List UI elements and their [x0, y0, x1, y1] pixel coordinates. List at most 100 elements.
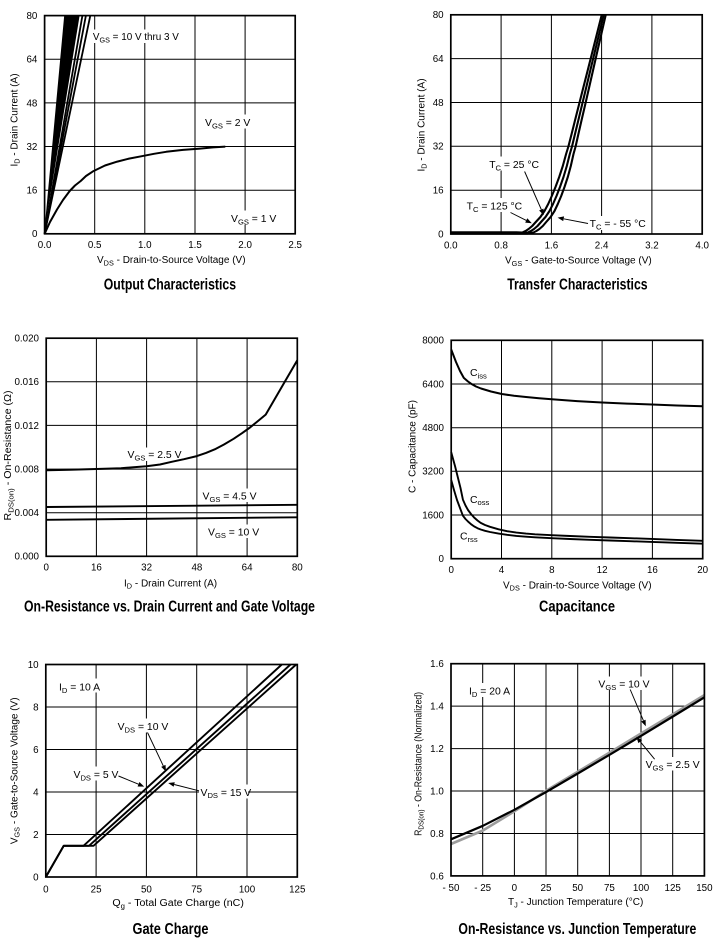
svg-text:TJ - Junction Temperature (°C): TJ - Junction Temperature (°C) [508, 897, 643, 909]
svg-text:0.016: 0.016 [14, 377, 39, 388]
svg-text:VGS = 2.5 V: VGS = 2.5 V [128, 450, 182, 462]
svg-text:VGS = 10 V thru 3 V: VGS = 10 V thru 3 V [93, 32, 179, 44]
svg-text:VGS = 10 V: VGS = 10 V [208, 528, 259, 540]
svg-text:64: 64 [26, 55, 37, 66]
svg-text:Crss: Crss [460, 532, 478, 544]
svg-text:48: 48 [191, 563, 202, 574]
svg-text:32: 32 [141, 563, 152, 574]
svg-text:1.4: 1.4 [430, 702, 444, 713]
svg-text:VGS = 1 V: VGS = 1 V [231, 214, 276, 226]
svg-text:50: 50 [572, 883, 583, 894]
svg-text:8: 8 [33, 702, 39, 713]
svg-text:VGS = 2 V: VGS = 2 V [205, 118, 250, 130]
svg-text:80: 80 [26, 11, 37, 22]
svg-text:8: 8 [549, 565, 555, 576]
svg-text:25: 25 [91, 884, 102, 895]
svg-text:0.6: 0.6 [430, 871, 444, 882]
svg-text:1.6: 1.6 [430, 659, 444, 670]
svg-text:VDS = 5 V: VDS = 5 V [74, 770, 119, 782]
svg-text:0: 0 [439, 554, 445, 565]
svg-text:16: 16 [26, 186, 37, 197]
svg-text:ID = 20 A: ID = 20 A [469, 687, 510, 699]
svg-text:On-Resistance vs. Drain Curren: On-Resistance vs. Drain Current and Gate… [24, 599, 315, 616]
svg-text:0: 0 [448, 565, 454, 576]
svg-text:Transfer Characteristics: Transfer Characteristics [507, 276, 647, 293]
svg-text:Capacitance: Capacitance [539, 599, 615, 616]
svg-text:- 25: - 25 [474, 883, 491, 894]
svg-text:20: 20 [697, 565, 708, 576]
svg-text:2.4: 2.4 [595, 240, 609, 251]
svg-text:4: 4 [499, 565, 505, 576]
svg-text:4.0: 4.0 [695, 240, 709, 251]
svg-text:TC = 125 °C: TC = 125 °C [467, 202, 523, 214]
svg-text:2.0: 2.0 [238, 240, 252, 251]
svg-text:2: 2 [33, 830, 38, 841]
svg-text:64: 64 [242, 563, 253, 574]
svg-text:10: 10 [28, 660, 39, 671]
svg-text:Gate Charge: Gate Charge [133, 921, 209, 938]
svg-text:0.008: 0.008 [14, 465, 39, 476]
svg-text:64: 64 [433, 54, 444, 65]
svg-text:80: 80 [433, 10, 444, 21]
svg-text:0: 0 [438, 229, 444, 240]
svg-text:16: 16 [647, 565, 658, 576]
svg-text:VDS - Drain-to-Source Voltage: VDS - Drain-to-Source Voltage (V) [503, 580, 652, 592]
svg-text:ID - Drain Current (A): ID - Drain Current (A) [9, 73, 21, 166]
svg-text:1.0: 1.0 [430, 786, 444, 797]
svg-text:6400: 6400 [422, 379, 444, 390]
svg-text:0.5: 0.5 [88, 240, 102, 251]
svg-text:TC = - 55 °C: TC = - 55 °C [590, 219, 647, 231]
svg-text:VGS - Gate-to-Source Voltage (: VGS - Gate-to-Source Voltage (V) [9, 697, 21, 844]
svg-text:- 50: - 50 [443, 883, 460, 894]
svg-text:4: 4 [33, 787, 39, 798]
svg-text:125: 125 [665, 883, 682, 894]
svg-text:VGS = 4.5 V: VGS = 4.5 V [203, 492, 257, 504]
svg-text:50: 50 [141, 884, 152, 895]
svg-text:75: 75 [191, 884, 202, 895]
svg-text:25: 25 [541, 883, 552, 894]
svg-text:VDS = 15 V: VDS = 15 V [201, 788, 252, 800]
svg-text:32: 32 [26, 142, 37, 153]
svg-text:1.6: 1.6 [545, 240, 559, 251]
svg-text:RDS(on) - On-Resistance (Norma: RDS(on) - On-Resistance (Normalized) [413, 692, 425, 836]
svg-text:0: 0 [32, 229, 38, 240]
svg-text:0.004: 0.004 [14, 508, 39, 519]
svg-text:1600: 1600 [422, 510, 444, 521]
svg-text:16: 16 [91, 563, 102, 574]
svg-text:VGS = 10 V: VGS = 10 V [598, 680, 649, 692]
svg-text:0.000: 0.000 [14, 552, 39, 563]
svg-text:80: 80 [292, 563, 303, 574]
svg-text:6: 6 [33, 745, 39, 756]
svg-text:100: 100 [633, 883, 650, 894]
svg-text:Coss: Coss [470, 495, 490, 507]
svg-text:0.0: 0.0 [38, 240, 52, 251]
svg-text:125: 125 [289, 884, 306, 895]
svg-text:ID = 10 A: ID = 10 A [59, 683, 100, 695]
svg-text:8000: 8000 [422, 336, 444, 347]
svg-text:ID - Drain Current (A): ID - Drain Current (A) [124, 578, 217, 590]
svg-text:0.0: 0.0 [444, 240, 458, 251]
svg-text:1.5: 1.5 [188, 240, 202, 251]
svg-text:4800: 4800 [422, 423, 444, 434]
svg-text:VDS - Drain-to-Source Voltage: VDS - Drain-to-Source Voltage (V) [97, 255, 246, 267]
svg-text:Output Characteristics: Output Characteristics [104, 276, 236, 293]
svg-text:48: 48 [26, 98, 37, 109]
svg-text:3.2: 3.2 [645, 240, 659, 251]
svg-text:TC = 25 °C: TC = 25 °C [489, 160, 539, 172]
svg-text:VGS = 2.5 V: VGS = 2.5 V [646, 760, 700, 772]
svg-text:100: 100 [239, 884, 256, 895]
svg-text:0: 0 [43, 884, 49, 895]
svg-text:Qg - Total Gate Charge (nC): Qg - Total Gate Charge (nC) [112, 898, 244, 910]
svg-text:0.020: 0.020 [14, 334, 39, 345]
svg-text:16: 16 [433, 186, 444, 197]
svg-text:0: 0 [43, 563, 49, 574]
svg-text:2.5: 2.5 [288, 240, 302, 251]
svg-text:ID - Drain Current (A): ID - Drain Current (A) [416, 78, 428, 171]
svg-text:1.0: 1.0 [138, 240, 152, 251]
svg-text:0.8: 0.8 [494, 240, 508, 251]
svg-text:1.2: 1.2 [430, 744, 444, 755]
svg-text:C - Capacitance (pF): C - Capacitance (pF) [407, 400, 418, 493]
svg-text:150: 150 [696, 883, 713, 894]
svg-text:0: 0 [33, 872, 39, 883]
svg-text:3200: 3200 [422, 467, 444, 478]
